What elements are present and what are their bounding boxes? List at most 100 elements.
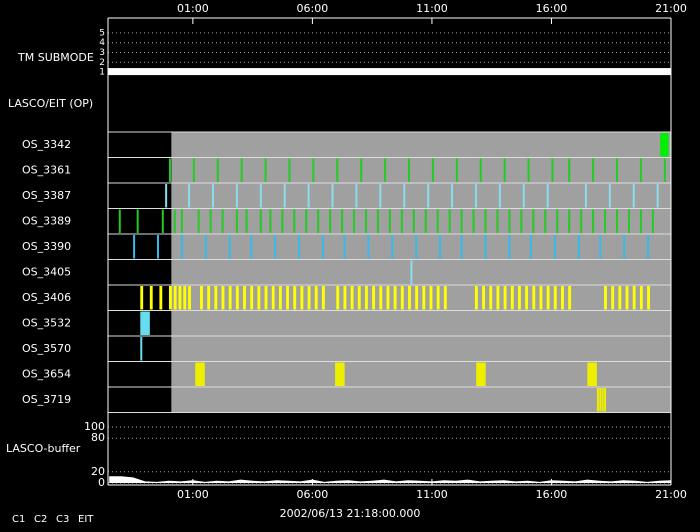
- event: [479, 158, 482, 182]
- event: [335, 362, 345, 386]
- event: [568, 286, 572, 310]
- event: [489, 286, 493, 310]
- event: [522, 184, 525, 208]
- event: [188, 286, 191, 310]
- y-tick-label: 0: [98, 476, 105, 489]
- event: [178, 286, 182, 310]
- event: [484, 209, 487, 233]
- event: [431, 158, 434, 182]
- y-tick-label: 2: [99, 58, 105, 68]
- event: [415, 286, 419, 310]
- event: [551, 158, 554, 182]
- event: [211, 184, 214, 208]
- event: [192, 158, 195, 182]
- buffer-label: LASCO-buffer: [6, 442, 81, 455]
- event: [379, 184, 382, 208]
- event: [204, 235, 207, 259]
- row-coverage: [171, 208, 671, 234]
- event: [314, 286, 318, 310]
- y-tick-label: 5: [99, 28, 105, 38]
- x-tick-label: 21:00: [655, 488, 687, 501]
- event: [517, 286, 521, 310]
- event: [647, 286, 650, 310]
- event: [508, 209, 511, 233]
- event: [587, 362, 597, 386]
- event: [408, 158, 411, 182]
- x-tick-label: 21:00: [655, 2, 687, 15]
- event: [556, 209, 559, 233]
- event: [503, 158, 506, 182]
- event: [568, 209, 571, 233]
- event: [157, 235, 160, 259]
- event: [443, 286, 447, 310]
- event: [264, 158, 267, 182]
- event: [140, 286, 144, 310]
- event: [355, 184, 358, 208]
- event: [188, 184, 191, 208]
- event: [336, 158, 339, 182]
- event: [180, 235, 183, 259]
- event: [592, 158, 595, 182]
- event: [611, 286, 615, 310]
- event: [663, 158, 666, 182]
- event: [283, 184, 286, 208]
- event: [482, 286, 486, 310]
- event: [173, 286, 177, 310]
- event: [140, 311, 150, 335]
- event: [577, 235, 580, 259]
- row-label: OS_3719: [22, 393, 71, 406]
- event: [372, 286, 376, 310]
- event: [264, 286, 268, 310]
- event: [269, 209, 272, 233]
- event: [173, 209, 176, 233]
- event: [410, 260, 413, 284]
- row-coverage: [171, 234, 671, 260]
- event: [343, 235, 346, 259]
- event: [632, 184, 635, 208]
- row-coverage: [171, 310, 671, 336]
- event: [568, 158, 571, 182]
- event: [460, 209, 463, 233]
- event: [376, 209, 379, 233]
- event: [221, 286, 225, 310]
- y-tick-label: 80: [91, 431, 105, 444]
- event: [286, 286, 289, 310]
- event: [329, 209, 332, 233]
- event: [632, 286, 636, 310]
- event: [608, 184, 611, 208]
- event: [604, 209, 607, 233]
- event: [429, 286, 433, 310]
- event: [424, 209, 427, 233]
- event: [508, 235, 511, 259]
- event: [503, 286, 507, 310]
- event: [474, 286, 478, 310]
- x-tick-label: 01:00: [177, 488, 209, 501]
- event: [197, 209, 200, 233]
- event: [161, 209, 164, 233]
- event: [451, 184, 454, 208]
- event: [472, 209, 475, 233]
- event: [321, 235, 324, 259]
- event: [544, 209, 547, 233]
- event: [532, 286, 536, 310]
- event: [293, 209, 296, 233]
- event: [168, 286, 172, 310]
- event: [484, 235, 487, 259]
- event: [496, 209, 499, 233]
- event: [599, 388, 602, 412]
- row-label: OS_3405: [22, 265, 71, 278]
- event: [408, 286, 411, 310]
- submode-label: TM SUBMODE: [17, 51, 94, 64]
- row-coverage: [171, 336, 671, 362]
- event: [596, 388, 599, 412]
- event: [529, 235, 532, 259]
- event: [474, 184, 477, 208]
- event: [496, 286, 500, 310]
- event: [604, 286, 607, 310]
- event: [415, 235, 418, 259]
- event: [288, 158, 291, 182]
- event: [639, 209, 642, 233]
- event: [660, 133, 669, 157]
- legend-entry: C1: [12, 514, 25, 525]
- event: [393, 286, 397, 310]
